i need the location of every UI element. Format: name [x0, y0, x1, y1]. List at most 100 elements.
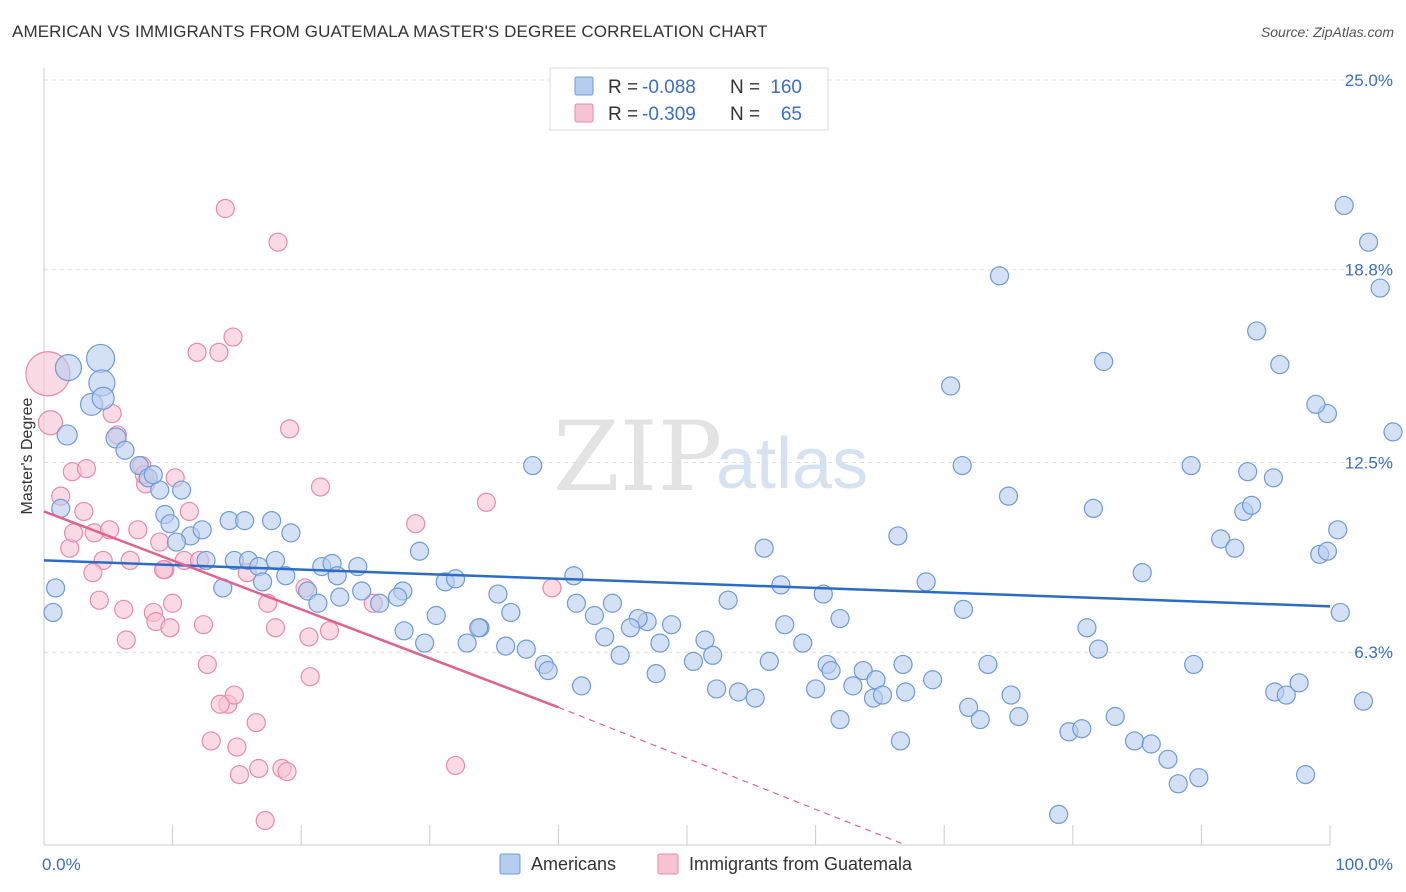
- y-tick-labels: 6.3% 12.5% 18.8% 25.0%: [1345, 71, 1393, 662]
- y-tick-label: 12.5%: [1345, 454, 1393, 473]
- americans-point: [166, 532, 187, 552]
- americans-point: [1211, 529, 1231, 549]
- americans-point: [706, 679, 727, 699]
- immigrants-point: [197, 654, 217, 675]
- watermark-atlas: atlas: [716, 424, 868, 504]
- chart-title: AMERICAN VS IMMIGRANTS FROM GUATEMALA MA…: [12, 22, 768, 41]
- americans-point: [1358, 232, 1379, 252]
- americans-point: [235, 511, 255, 531]
- immigrants-trend-extension: [558, 706, 906, 846]
- americans-point: [775, 615, 795, 635]
- americans-point: [352, 581, 372, 601]
- americans-point: [1158, 749, 1178, 769]
- americans-point: [538, 660, 558, 681]
- americans-point: [488, 584, 508, 604]
- americans-point: [595, 627, 615, 647]
- americans-point: [265, 550, 286, 571]
- y-tick-label: 6.3%: [1354, 643, 1393, 662]
- americans-point: [91, 386, 115, 410]
- americans-point: [821, 660, 841, 681]
- immigrants-point: [277, 761, 297, 782]
- legend-r-label-immigrants: R =: [608, 104, 638, 125]
- americans-point: [650, 633, 670, 653]
- immigrants-point: [160, 618, 180, 638]
- americans-point: [923, 670, 943, 690]
- americans-point: [1049, 804, 1069, 825]
- americans-point: [989, 266, 1010, 286]
- axes: [43, 68, 1331, 846]
- immigrants-point: [280, 419, 300, 439]
- americans-point: [330, 587, 350, 607]
- y-tick-label: 25.0%: [1345, 71, 1393, 90]
- americans-point: [1094, 351, 1114, 372]
- legend-n-value-immigrants: 65: [781, 104, 802, 125]
- americans-point: [793, 633, 813, 653]
- americans-point: [970, 709, 990, 730]
- stats-legend: R = -0.088 N = 160 R = -0.309 N = 65: [549, 67, 829, 131]
- immigrants-point: [255, 810, 275, 831]
- immigrants-point: [209, 342, 229, 362]
- americans-point: [253, 572, 273, 592]
- americans-point: [953, 599, 974, 619]
- americans-point: [394, 621, 414, 641]
- americans-trend-line: [43, 559, 1331, 608]
- americans-point: [888, 526, 908, 546]
- americans-point: [192, 520, 212, 540]
- americans-point: [1189, 768, 1209, 788]
- immigrants-point: [542, 578, 562, 598]
- immigrants-point: [89, 590, 109, 610]
- immigrants-point: [37, 410, 64, 436]
- americans-point: [1238, 462, 1258, 482]
- americans-point: [890, 731, 911, 751]
- americans-point: [276, 566, 296, 586]
- legend-n-value-americans: 160: [770, 77, 802, 98]
- immigrants-trend-line: [43, 510, 559, 709]
- immigrants-point: [201, 731, 221, 751]
- immigrants-point: [93, 550, 113, 571]
- americans-point: [1247, 321, 1267, 341]
- immigrants-point: [406, 514, 426, 534]
- americans-point: [281, 523, 301, 543]
- americans-point: [523, 455, 543, 476]
- americans-point: [1009, 706, 1029, 727]
- americans-point: [703, 645, 723, 665]
- americans-point: [1295, 765, 1316, 785]
- immigrants-point: [74, 501, 94, 522]
- immigrants-point: [249, 758, 269, 779]
- x-tick-label: 0.0%: [42, 855, 81, 874]
- americans-point: [262, 511, 282, 531]
- americans-point: [1181, 455, 1201, 476]
- americans-point: [308, 593, 328, 613]
- immigrants-point: [128, 520, 148, 540]
- immigrants-point: [150, 532, 170, 552]
- americans-point: [1289, 673, 1309, 693]
- americans-point: [298, 581, 318, 601]
- americans-point: [115, 440, 135, 460]
- immigrants-point: [319, 621, 340, 641]
- americans-point: [45, 578, 66, 598]
- americans-point: [728, 682, 749, 702]
- x-tick-label: 100.0%: [1335, 855, 1393, 874]
- americans-point: [1383, 422, 1403, 442]
- americans-point: [610, 645, 630, 665]
- americans-point: [843, 676, 863, 696]
- bottom-legend-label-immigrants: Immigrants from Guatemala: [689, 854, 913, 874]
- americans-point: [661, 615, 682, 635]
- immigrants-point: [299, 627, 319, 647]
- y-axis-title: Master's Degree: [19, 397, 36, 514]
- trend-lines: [43, 510, 1331, 846]
- legend-n-label-immigrants: N =: [730, 104, 760, 125]
- americans-point: [1141, 734, 1161, 754]
- americans-point: [54, 354, 83, 382]
- americans-point: [1263, 468, 1284, 488]
- americans-point: [172, 480, 192, 500]
- immigrants-point: [63, 523, 84, 543]
- americans-point: [43, 602, 63, 623]
- legend-r-value-americans: -0.088: [642, 77, 696, 98]
- immigrants-point: [268, 232, 288, 252]
- americans-point: [370, 593, 390, 613]
- americans-point: [1072, 719, 1092, 739]
- americans-point: [85, 343, 116, 374]
- americans-point: [160, 514, 180, 534]
- stats-legend-box: [549, 67, 829, 131]
